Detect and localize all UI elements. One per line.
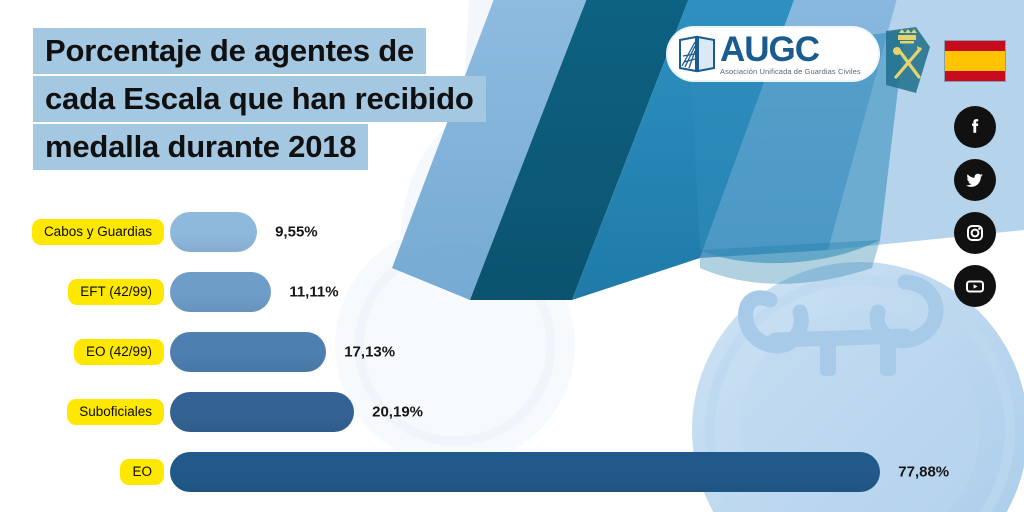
bar-value-label: 17,13%: [344, 343, 396, 361]
bar-chart: Cabos y Guardias 9,55% EFT (42/99) 11,11% EO…: [0, 212, 1024, 512]
guardia-civil-emblem-icon: [886, 27, 930, 93]
logo-subtitle: Asociación Unificada de Guardias Civiles: [720, 67, 861, 77]
youtube-icon[interactable]: [954, 265, 996, 307]
bar: [170, 212, 258, 252]
logo-wordmark: AUGC: [720, 30, 820, 70]
category-label: EO (42/99): [73, 339, 164, 365]
chart-row: EO 77,88%: [0, 452, 1024, 492]
category-label: Suboficiales: [67, 399, 164, 425]
chart-row: Cabos y Guardias 9,55%: [0, 212, 1024, 252]
augc-emblem-icon: [679, 35, 715, 73]
bar: [170, 272, 272, 312]
bar-value-label: 77,88%: [898, 463, 950, 481]
chart-row: Suboficiales 20,19%: [0, 392, 1024, 432]
facebook-icon[interactable]: [954, 106, 996, 148]
title-line-3: medalla durante 2018: [33, 124, 369, 170]
bar: [170, 392, 355, 432]
page-title: Porcentaje de agentes de cada Escala que…: [33, 28, 486, 170]
augc-logo[interactable]: AUGC Asociación Unificada de Guardias Ci…: [668, 28, 878, 80]
bar-value-label: 11,11%: [289, 283, 339, 301]
spanish-flag: [944, 40, 1006, 82]
bar: [170, 332, 327, 372]
twitter-icon[interactable]: [954, 159, 996, 201]
category-label: EFT (42/99): [68, 279, 164, 305]
title-line-2: cada Escala que han recibido: [33, 76, 486, 122]
bar: [170, 452, 881, 492]
category-label: Cabos y Guardias: [31, 219, 164, 245]
social-links: [954, 106, 996, 318]
category-label: EO: [120, 459, 164, 485]
chart-row: EFT (42/99) 11,11%: [0, 272, 1024, 312]
bar-value-label: 20,19%: [372, 403, 423, 421]
instagram-icon[interactable]: [954, 212, 996, 254]
bar-value-label: 9,55%: [275, 223, 318, 241]
chart-row: EO (42/99) 17,13%: [0, 332, 1024, 372]
title-line-1: Porcentaje de agentes de: [33, 28, 427, 74]
